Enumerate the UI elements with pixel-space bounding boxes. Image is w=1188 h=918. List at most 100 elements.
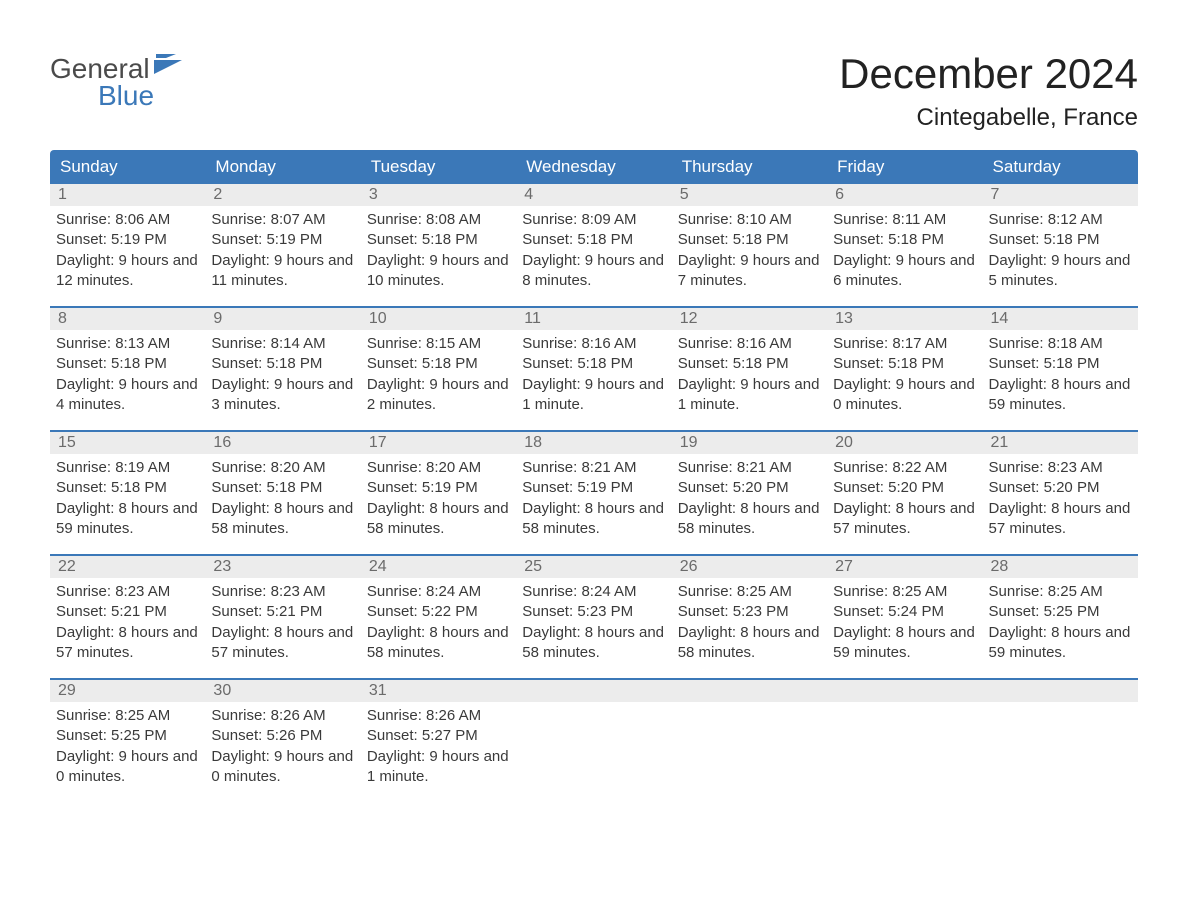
- sunset-line: Sunset: 5:21 PM: [56, 602, 199, 622]
- day-number: 22: [50, 556, 205, 578]
- daylight-label: Daylight:: [211, 376, 269, 393]
- day-number: 30: [205, 680, 360, 702]
- daylight-line: Daylight: 8 hours and 57 minutes.: [989, 499, 1132, 540]
- day-details: Sunrise: 8:09 AMSunset: 5:18 PMDaylight:…: [516, 206, 671, 295]
- day-details: Sunrise: 8:12 AMSunset: 5:18 PMDaylight:…: [983, 206, 1138, 295]
- logo-line1: General: [50, 50, 182, 83]
- daylight-label: Daylight:: [211, 624, 269, 641]
- sunrise-line: Sunrise: 8:16 AM: [678, 334, 821, 354]
- day-cell: [983, 680, 1138, 802]
- sunrise-label: Sunrise:: [56, 459, 111, 476]
- daylight-label: Daylight:: [367, 376, 425, 393]
- daylight-line: Daylight: 9 hours and 4 minutes.: [56, 375, 199, 416]
- day-cell: 15Sunrise: 8:19 AMSunset: 5:18 PMDayligh…: [50, 432, 205, 554]
- sunrise-value: 8:23 AM: [271, 583, 326, 600]
- sunset-value: 5:24 PM: [888, 603, 944, 620]
- weekday-header-row: Sunday Monday Tuesday Wednesday Thursday…: [50, 150, 1138, 184]
- daylight-line: Daylight: 8 hours and 57 minutes.: [56, 623, 199, 664]
- sunrise-line: Sunrise: 8:25 AM: [678, 582, 821, 602]
- sunrise-label: Sunrise:: [56, 707, 111, 724]
- sunrise-value: 8:23 AM: [1048, 459, 1103, 476]
- weeks-container: 1Sunrise: 8:06 AMSunset: 5:19 PMDaylight…: [50, 184, 1138, 802]
- sunset-value: 5:19 PM: [422, 479, 478, 496]
- day-cell: 21Sunrise: 8:23 AMSunset: 5:20 PMDayligh…: [983, 432, 1138, 554]
- sunrise-label: Sunrise:: [989, 459, 1044, 476]
- sunset-value: 5:18 PM: [111, 355, 167, 372]
- day-details: Sunrise: 8:17 AMSunset: 5:18 PMDaylight:…: [827, 330, 982, 419]
- daylight-line: Daylight: 8 hours and 59 minutes.: [989, 375, 1132, 416]
- sunset-label: Sunset:: [678, 603, 729, 620]
- day-number: 12: [672, 308, 827, 330]
- day-cell: 8Sunrise: 8:13 AMSunset: 5:18 PMDaylight…: [50, 308, 205, 430]
- sunrise-label: Sunrise:: [367, 459, 422, 476]
- sunset-line: Sunset: 5:18 PM: [367, 354, 510, 374]
- sunset-label: Sunset:: [833, 603, 884, 620]
- sunset-line: Sunset: 5:26 PM: [211, 726, 354, 746]
- sunset-label: Sunset:: [522, 479, 573, 496]
- week-row: 29Sunrise: 8:25 AMSunset: 5:25 PMDayligh…: [50, 678, 1138, 802]
- sunrise-line: Sunrise: 8:23 AM: [211, 582, 354, 602]
- sunrise-label: Sunrise:: [989, 335, 1044, 352]
- sunset-label: Sunset:: [56, 231, 107, 248]
- daylight-label: Daylight:: [522, 252, 580, 269]
- daylight-line: Daylight: 8 hours and 58 minutes.: [522, 499, 665, 540]
- sunrise-label: Sunrise:: [678, 583, 733, 600]
- sunrise-label: Sunrise:: [211, 459, 266, 476]
- sunrise-value: 8:11 AM: [892, 211, 946, 228]
- day-cell: [672, 680, 827, 802]
- daylight-label: Daylight:: [678, 376, 736, 393]
- daylight-line: Daylight: 8 hours and 57 minutes.: [211, 623, 354, 664]
- sunrise-label: Sunrise:: [367, 211, 422, 228]
- day-cell: 1Sunrise: 8:06 AMSunset: 5:19 PMDaylight…: [50, 184, 205, 306]
- day-number: 29: [50, 680, 205, 702]
- sunset-label: Sunset:: [211, 479, 262, 496]
- daylight-line: Daylight: 8 hours and 58 minutes.: [367, 623, 510, 664]
- sunset-label: Sunset:: [367, 727, 418, 744]
- day-number: 11: [516, 308, 671, 330]
- sunrise-label: Sunrise:: [211, 707, 266, 724]
- day-number: 5: [672, 184, 827, 206]
- day-details: Sunrise: 8:08 AMSunset: 5:18 PMDaylight:…: [361, 206, 516, 295]
- daylight-label: Daylight:: [989, 500, 1047, 517]
- daylight-label: Daylight:: [211, 748, 269, 765]
- sunset-line: Sunset: 5:27 PM: [367, 726, 510, 746]
- sunrise-label: Sunrise:: [211, 335, 266, 352]
- sunrise-line: Sunrise: 8:13 AM: [56, 334, 199, 354]
- day-details: Sunrise: 8:23 AMSunset: 5:21 PMDaylight:…: [50, 578, 205, 667]
- day-details: Sunrise: 8:25 AMSunset: 5:23 PMDaylight:…: [672, 578, 827, 667]
- sunrise-label: Sunrise:: [678, 459, 733, 476]
- sunset-label: Sunset:: [56, 355, 107, 372]
- sunset-value: 5:19 PM: [266, 231, 322, 248]
- week-row: 1Sunrise: 8:06 AMSunset: 5:19 PMDaylight…: [50, 184, 1138, 306]
- daylight-label: Daylight:: [56, 624, 114, 641]
- sunset-label: Sunset:: [211, 603, 262, 620]
- sunrise-line: Sunrise: 8:22 AM: [833, 458, 976, 478]
- sunrise-line: Sunrise: 8:18 AM: [989, 334, 1132, 354]
- sunrise-label: Sunrise:: [833, 459, 888, 476]
- day-details: Sunrise: 8:26 AMSunset: 5:27 PMDaylight:…: [361, 702, 516, 791]
- sunrise-value: 8:07 AM: [271, 211, 326, 228]
- daylight-line: Daylight: 9 hours and 6 minutes.: [833, 251, 976, 292]
- day-number: 10: [361, 308, 516, 330]
- day-number: [516, 680, 671, 702]
- sunset-value: 5:18 PM: [733, 231, 789, 248]
- daylight-label: Daylight:: [522, 624, 580, 641]
- day-details: Sunrise: 8:14 AMSunset: 5:18 PMDaylight:…: [205, 330, 360, 419]
- sunset-label: Sunset:: [522, 355, 573, 372]
- day-details: Sunrise: 8:20 AMSunset: 5:18 PMDaylight:…: [205, 454, 360, 543]
- day-cell: [516, 680, 671, 802]
- day-cell: 23Sunrise: 8:23 AMSunset: 5:21 PMDayligh…: [205, 556, 360, 678]
- weekday-header: Friday: [827, 150, 982, 184]
- daylight-label: Daylight:: [522, 500, 580, 517]
- sunset-line: Sunset: 5:18 PM: [56, 354, 199, 374]
- sunrise-line: Sunrise: 8:12 AM: [989, 210, 1132, 230]
- month-title: December 2024: [839, 50, 1138, 98]
- day-details: Sunrise: 8:23 AMSunset: 5:20 PMDaylight:…: [983, 454, 1138, 543]
- sunset-line: Sunset: 5:19 PM: [211, 230, 354, 250]
- day-cell: 31Sunrise: 8:26 AMSunset: 5:27 PMDayligh…: [361, 680, 516, 802]
- sunset-label: Sunset:: [522, 603, 573, 620]
- day-details: Sunrise: 8:19 AMSunset: 5:18 PMDaylight:…: [50, 454, 205, 543]
- sunrise-value: 8:16 AM: [581, 335, 636, 352]
- daylight-line: Daylight: 8 hours and 59 minutes.: [56, 499, 199, 540]
- day-details: Sunrise: 8:13 AMSunset: 5:18 PMDaylight:…: [50, 330, 205, 419]
